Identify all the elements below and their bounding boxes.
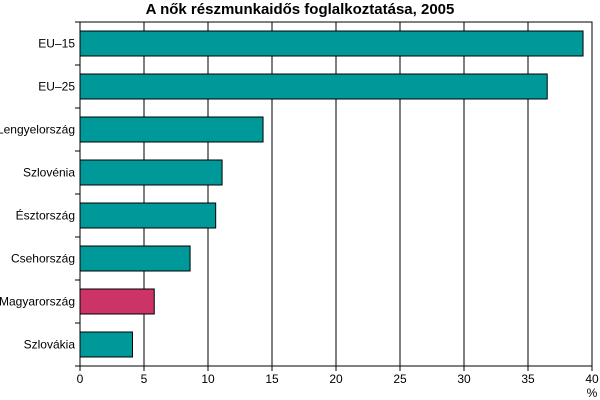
- bar: [79, 245, 191, 272]
- x-tick-label: 5: [141, 372, 148, 386]
- category-label: EU–15: [38, 37, 75, 51]
- x-tick-label: 15: [265, 372, 279, 386]
- x-tick-label: 20: [329, 372, 343, 386]
- bars: [79, 30, 584, 358]
- category-label: Szlovákia: [24, 338, 76, 352]
- x-tick-label: 35: [521, 372, 535, 386]
- chart-title: A nők részmunkaidős foglalkoztatása, 200…: [145, 1, 455, 18]
- x-tick-label: 30: [457, 372, 471, 386]
- x-axis-unit-label: %: [587, 386, 598, 400]
- category-label: Magyarország: [0, 295, 75, 309]
- x-tick-label: 25: [393, 372, 407, 386]
- bar: [79, 331, 133, 358]
- x-tick-label: 40: [585, 372, 599, 386]
- bar: [79, 116, 264, 143]
- category-label: EU–25: [38, 80, 75, 94]
- x-tick-label: 10: [201, 372, 215, 386]
- category-label: Szlovénia: [23, 166, 75, 180]
- bar: [79, 288, 155, 315]
- category-label: Lengyelország: [0, 123, 75, 137]
- axes: [75, 21, 593, 371]
- bar: [79, 73, 548, 100]
- category-label: Észtország: [16, 208, 75, 223]
- labels: 0 5 10 15 20 25 30 35 40% EU–15 EU–25 Lengyelország…: [0, 37, 599, 400]
- category-label: Csehország: [11, 252, 75, 266]
- bar: [79, 30, 584, 57]
- bar: [79, 202, 217, 229]
- bar: [79, 159, 223, 186]
- x-tick-label: 0: [77, 372, 84, 386]
